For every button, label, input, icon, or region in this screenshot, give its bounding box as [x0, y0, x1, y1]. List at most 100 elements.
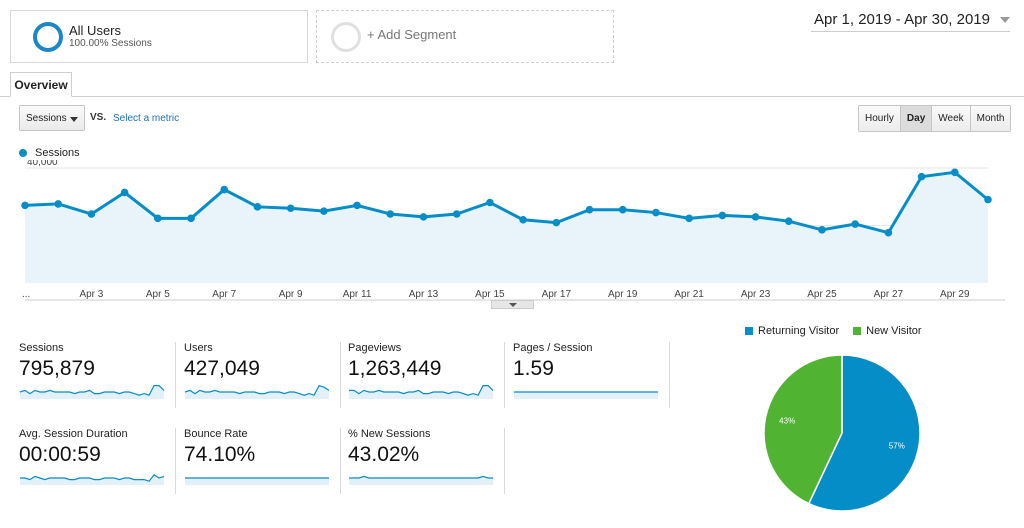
pie-slice-label: 43% — [779, 417, 795, 426]
metric-value: 00:00:59 — [19, 443, 101, 466]
sessions-point[interactable] — [685, 214, 693, 223]
metric-sparkline — [184, 384, 330, 399]
sparkline-line — [184, 384, 330, 396]
metric-label: Bounce Rate — [184, 428, 248, 440]
sessions-point[interactable] — [87, 210, 96, 218]
legend-swatch-icon — [853, 327, 862, 335]
sessions-point[interactable] — [751, 213, 760, 221]
sessions-point[interactable] — [353, 201, 361, 210]
chevron-down-icon — [509, 303, 517, 307]
sessions-point[interactable] — [784, 217, 793, 225]
pie-legend-item-returning: Returning Visitor — [745, 325, 839, 337]
sessions-point[interactable] — [320, 207, 328, 215]
metric-sparkline — [349, 385, 494, 399]
x-tick-label: Apr 7 — [212, 289, 236, 300]
add-segment-button[interactable]: + Add Segment — [316, 10, 614, 63]
sessions-point[interactable] — [220, 185, 229, 194]
x-tick-label: Apr 5 — [146, 289, 170, 300]
granularity-month-button[interactable]: Month — [969, 106, 1011, 131]
card-divider — [340, 342, 341, 408]
x-tick-label: Apr 13 — [409, 289, 439, 300]
sessions-point[interactable] — [552, 218, 561, 227]
sessions-point[interactable] — [386, 210, 395, 218]
metric-label: Pages / Session — [513, 342, 593, 354]
legend-dot-icon — [19, 149, 27, 157]
metric-card[interactable]: Bounce Rate 74.10% — [184, 428, 334, 494]
metric-value: 43.02% — [348, 443, 420, 466]
sessions-point[interactable] — [818, 226, 826, 234]
metric-sparkline — [185, 477, 329, 485]
tab-overview[interactable]: Overview — [10, 72, 72, 97]
segment-ring-icon — [33, 22, 63, 52]
chevron-down-icon — [1000, 16, 1010, 23]
sessions-point[interactable] — [718, 211, 727, 220]
metric-value: 74.10% — [184, 443, 256, 466]
sessions-point[interactable] — [652, 208, 660, 217]
sessions-point[interactable] — [917, 172, 926, 181]
card-divider — [504, 342, 505, 408]
pie-slice-new[interactable] — [763, 354, 843, 505]
segment-subtitle: 100.00% Sessions — [69, 38, 152, 49]
metric-select[interactable]: Sessions — [19, 105, 85, 131]
x-tick-label: Apr 27 — [874, 289, 904, 300]
sessions-point[interactable] — [286, 204, 295, 213]
sessions-point[interactable] — [419, 213, 428, 221]
metric-label: % New Sessions — [348, 428, 431, 440]
chart-resize-handle[interactable] — [491, 300, 534, 309]
metric-value: 1.59 — [513, 357, 554, 380]
sparkline-line — [20, 473, 165, 482]
metric-label: Users — [184, 342, 213, 354]
sparkline-area — [185, 385, 329, 399]
segment-all-users[interactable]: All Users 100.00% Sessions — [10, 10, 308, 63]
sessions-point[interactable] — [452, 210, 461, 218]
granularity-week-button[interactable]: Week — [931, 106, 970, 131]
sparkline-line — [19, 385, 165, 396]
pie-legend-label-returning: Returning Visitor — [758, 325, 840, 337]
granularity-day-button[interactable]: Day — [899, 106, 932, 131]
x-tick-label: Apr 3 — [79, 289, 103, 300]
sessions-point[interactable] — [851, 220, 859, 228]
sessions-point[interactable] — [984, 195, 992, 204]
sparkline-line — [349, 385, 494, 396]
metric-card[interactable]: % New Sessions 43.02% — [348, 428, 498, 494]
metric-card[interactable]: Pageviews 1,263,449 — [348, 342, 498, 408]
metric-card[interactable]: Avg. Session Duration 00:00:59 — [19, 428, 169, 494]
sessions-point[interactable] — [21, 201, 29, 210]
chevron-down-icon — [70, 117, 78, 122]
tab-bar-divider — [0, 96, 1024, 97]
add-segment-label: + Add Segment — [367, 27, 457, 42]
x-tick-label: Apr 9 — [279, 289, 303, 300]
sessions-point[interactable] — [884, 228, 893, 237]
granularity-hourly-button[interactable]: Hourly — [859, 106, 900, 131]
legend-label-sessions: Sessions — [35, 147, 80, 159]
metric-card[interactable]: Pages / Session 1.59 — [513, 342, 663, 408]
sessions-point[interactable] — [54, 200, 63, 208]
sessions-point[interactable] — [618, 205, 627, 214]
metric-card[interactable]: Users 427,049 — [184, 342, 334, 408]
sessions-point[interactable] — [519, 215, 527, 224]
sessions-point[interactable] — [253, 203, 262, 211]
pie-legend-label-new: New Visitor — [866, 325, 922, 337]
sessions-point[interactable] — [486, 198, 494, 207]
granularity-toggle: Hourly Day Week Month — [858, 105, 1012, 132]
chart-legend: Sessions — [19, 147, 80, 159]
sessions-point[interactable] — [120, 188, 129, 197]
metric-card[interactable]: Sessions 795,879 — [19, 342, 169, 408]
card-divider — [504, 428, 505, 494]
sessions-point[interactable] — [187, 214, 195, 223]
date-range-picker[interactable]: Apr 1, 2019 - Apr 30, 2019 — [811, 11, 1010, 32]
x-tick-label: Apr 21 — [674, 289, 704, 300]
sessions-point[interactable] — [585, 205, 594, 214]
pie-slice-returning[interactable] — [807, 354, 921, 512]
pie-slice-label: 57% — [889, 441, 905, 450]
metric-sparkline — [514, 391, 658, 399]
x-tick-label: Apr 17 — [542, 289, 572, 300]
card-divider — [175, 342, 176, 408]
x-tick-label: ... — [22, 289, 30, 300]
sessions-point[interactable] — [950, 168, 959, 177]
x-tick-label: Apr 15 — [475, 289, 505, 300]
card-divider — [669, 342, 670, 408]
sparkline-area — [514, 392, 658, 399]
select-metric-link[interactable]: Select a metric — [113, 113, 180, 124]
sessions-point[interactable] — [154, 214, 162, 223]
